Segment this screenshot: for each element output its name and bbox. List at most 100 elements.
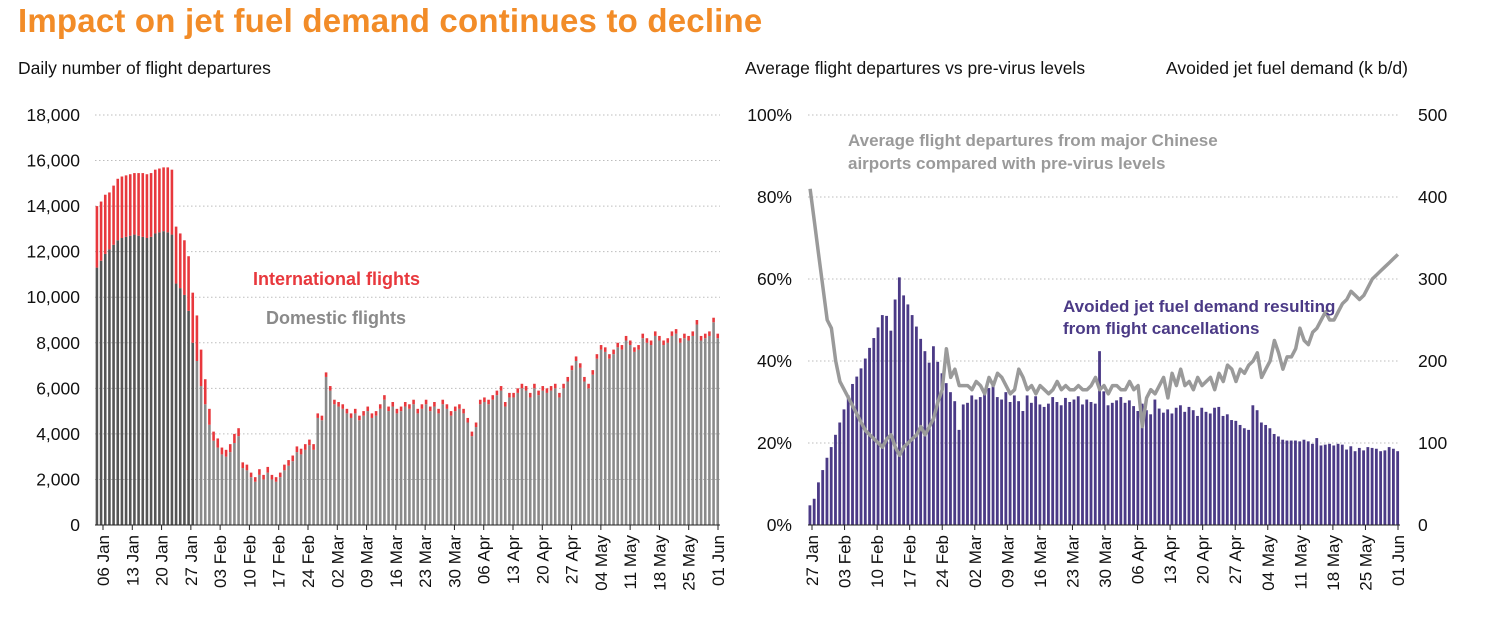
fuel-demand-bar <box>961 404 965 525</box>
domestic-bar <box>283 470 286 525</box>
domestic-bar <box>328 390 332 525</box>
international-bar <box>195 315 199 361</box>
fuel-demand-bar <box>1140 403 1144 525</box>
fuel-demand-bar <box>1225 414 1229 525</box>
international-bar <box>428 406 432 412</box>
domestic-bar <box>308 445 311 525</box>
fuel-demand-bar <box>1055 402 1059 525</box>
domestic-bar <box>708 335 711 525</box>
domestic-bar <box>587 388 590 525</box>
international-bar <box>445 404 449 409</box>
fuel-demand-bar <box>1200 407 1204 525</box>
fuel-demand-bar <box>1294 440 1297 525</box>
domestic-bar <box>362 415 365 525</box>
international-bar <box>316 413 320 418</box>
international-bar <box>158 168 161 233</box>
international-bar <box>170 169 174 235</box>
domestic-bar <box>645 342 649 525</box>
international-bar <box>216 438 220 448</box>
international-bar <box>441 399 445 405</box>
domestic-bar <box>224 456 228 525</box>
domestic-bar <box>345 413 349 525</box>
domestic-bar <box>383 399 386 525</box>
fuel-demand-bar <box>842 409 846 525</box>
international-bar <box>178 233 182 289</box>
international-bar <box>587 383 590 389</box>
fuel-demand-bar <box>966 402 969 525</box>
domestic-bar <box>537 395 540 525</box>
left-y-tick-label: 12,000 <box>26 242 80 262</box>
domestic-bar <box>233 443 236 525</box>
domestic-bar <box>312 449 315 525</box>
international-bar <box>383 395 386 400</box>
domestic-bar <box>483 402 486 525</box>
international-bar <box>324 372 328 377</box>
domestic-bar <box>541 390 545 525</box>
fuel-demand-bar <box>1089 402 1093 525</box>
fuel-demand-bar <box>991 383 995 525</box>
fuel-demand-bar <box>872 338 876 525</box>
fuel-demand-bar <box>1017 401 1021 525</box>
domestic-bar <box>620 349 624 525</box>
international-bar <box>174 226 178 284</box>
international-bar <box>337 402 340 407</box>
domestic-bar <box>391 406 395 525</box>
fuel-demand-bar <box>1042 406 1046 525</box>
domestic-bar <box>333 404 336 525</box>
international-bar <box>678 338 682 343</box>
fuel-demand-bar <box>821 470 825 525</box>
domestic-bar <box>433 406 436 525</box>
fuel-demand-bar <box>1221 415 1225 525</box>
right-y-right-tick-label: 100 <box>1418 433 1447 453</box>
domestic-bar <box>178 288 182 525</box>
domestic-bar <box>549 390 553 525</box>
international-bar <box>624 335 628 341</box>
domestic-bar <box>95 267 99 525</box>
left-x-tick-label: 11 May <box>621 535 640 590</box>
fuel-demand-bar <box>1093 403 1097 525</box>
international-bar <box>128 174 132 236</box>
fuel-demand-bar <box>1029 402 1033 525</box>
international-bar <box>503 402 507 407</box>
international-bar <box>145 174 149 238</box>
international-bar <box>716 333 720 339</box>
fuel-demand-bar <box>1085 399 1089 525</box>
international-bar <box>412 399 415 405</box>
domestic-bar <box>508 397 511 525</box>
fuel-demand-bar <box>940 373 944 525</box>
international-bar <box>712 317 715 323</box>
domestic-bar <box>570 370 574 525</box>
right-y-right-tick-label: 0 <box>1418 515 1428 535</box>
fuel-demand-bar <box>1259 422 1263 525</box>
domestic-bar <box>449 415 453 525</box>
domestic-bar <box>533 388 536 525</box>
domestic-bar <box>612 354 615 525</box>
domestic-bar <box>199 386 203 525</box>
fuel-demand-bar <box>1179 405 1182 525</box>
international-bar <box>162 167 165 232</box>
domestic-bar <box>320 420 324 525</box>
international-bar <box>395 408 399 414</box>
fuel-demand-bar <box>1247 429 1250 525</box>
domestic-bar <box>220 454 224 525</box>
domestic-bar <box>437 413 440 525</box>
fuel-demand-bar <box>1268 428 1272 525</box>
right-y-right-tick-label: 200 <box>1418 351 1447 371</box>
domestic-bar <box>462 413 465 525</box>
international-bar <box>370 413 374 418</box>
international-bar <box>591 370 595 375</box>
domestic-bar <box>495 395 499 525</box>
international-bar <box>653 331 657 336</box>
international-bar <box>224 449 228 457</box>
domestic-bar <box>166 232 170 526</box>
fuel-demand-bar <box>838 422 842 525</box>
fuel-demand-bar <box>1110 402 1114 525</box>
domestic-bar <box>616 347 620 525</box>
international-bar <box>320 415 324 421</box>
fuel-demand-bar <box>1102 391 1106 525</box>
fuel-demand-bar <box>1213 407 1216 525</box>
fuel-demand-bar <box>957 429 961 525</box>
right-y-right-tick-label: 300 <box>1418 269 1447 289</box>
international-bar <box>212 431 215 441</box>
